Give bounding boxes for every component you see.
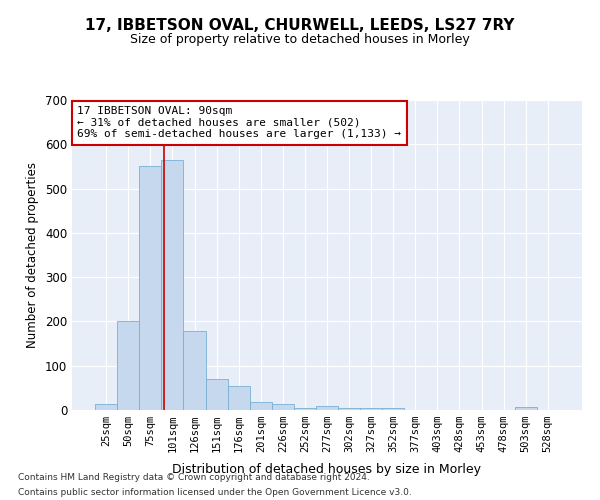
Bar xyxy=(294,408,316,410)
Text: Size of property relative to detached houses in Morley: Size of property relative to detached ho… xyxy=(130,32,470,46)
Bar xyxy=(316,406,338,410)
Bar xyxy=(184,331,206,410)
Bar xyxy=(206,379,227,410)
Text: 17 IBBETSON OVAL: 90sqm
← 31% of detached houses are smaller (502)
69% of semi-d: 17 IBBETSON OVAL: 90sqm ← 31% of detache… xyxy=(77,106,401,140)
Bar xyxy=(360,408,382,410)
Bar xyxy=(338,408,360,410)
Text: Contains HM Land Registry data © Crown copyright and database right 2024.: Contains HM Land Registry data © Crown c… xyxy=(18,473,370,482)
Text: Contains public sector information licensed under the Open Government Licence v3: Contains public sector information licen… xyxy=(18,488,412,497)
Bar xyxy=(515,407,537,410)
Bar xyxy=(95,404,117,410)
Bar xyxy=(250,402,272,410)
Text: 17, IBBETSON OVAL, CHURWELL, LEEDS, LS27 7RY: 17, IBBETSON OVAL, CHURWELL, LEEDS, LS27… xyxy=(85,18,515,32)
X-axis label: Distribution of detached houses by size in Morley: Distribution of detached houses by size … xyxy=(173,464,482,476)
Bar xyxy=(227,386,250,410)
Bar xyxy=(139,166,161,410)
Bar xyxy=(161,160,184,410)
Y-axis label: Number of detached properties: Number of detached properties xyxy=(26,162,40,348)
Bar xyxy=(382,408,404,410)
Bar xyxy=(272,404,294,410)
Bar xyxy=(117,322,139,410)
